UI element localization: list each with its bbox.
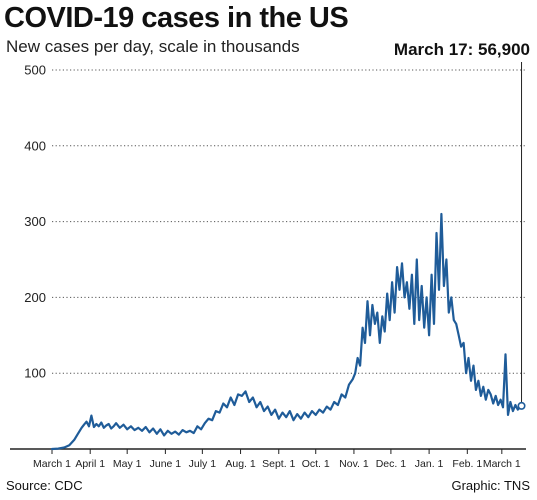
axis-layer: 100 200 300 400 500 March 1 April 1 May 1 June 1… (10, 62, 526, 470)
x-tick-label-5: Aug. 1 (225, 458, 256, 470)
y-tick-label-500: 500 (24, 63, 46, 78)
x-tick-label-7: Oct. 1 (302, 458, 330, 470)
x-tick-label-3: June 1 (150, 458, 182, 470)
source-note: Source: CDC (6, 478, 83, 493)
x-tick-label-0: March 1 (33, 458, 71, 470)
graphic-credit: Graphic: TNS (451, 478, 530, 493)
series-layer (50, 212, 526, 451)
x-tick-label-11: Feb. 1 (452, 458, 482, 470)
x-tick-label-4: July 1 (189, 458, 217, 470)
highlight-point (517, 401, 526, 410)
y-tick-label-300: 300 (24, 214, 46, 229)
x-tick-label-2: May 1 (113, 458, 142, 470)
x-tick-label-9: Dec. 1 (376, 458, 407, 470)
x-tick-label-6: Sept. 1 (262, 458, 295, 470)
x-tick-label-1: April 1 (75, 458, 105, 470)
y-tick-label-200: 200 (24, 290, 46, 305)
x-tick-label-8: Nov. 1 (339, 458, 369, 470)
y-tick-label-100: 100 (24, 366, 46, 381)
y-tick-label-400: 400 (24, 138, 46, 153)
chart-title: COVID-19 cases in the US (4, 2, 349, 34)
grid-layer (52, 69, 526, 374)
x-tick-label-10: Jan. 1 (415, 458, 444, 470)
chart-subtitle: New cases per day, scale in thousands (6, 37, 300, 56)
latest-value-callout: March 17: 56,900 (393, 40, 530, 59)
x-tick-label-12: March 1 (483, 458, 521, 470)
series-line-0 (50, 212, 523, 451)
